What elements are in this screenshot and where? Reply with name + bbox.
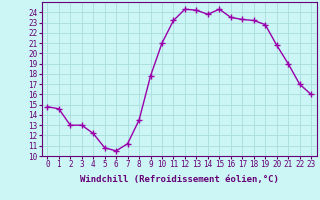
X-axis label: Windchill (Refroidissement éolien,°C): Windchill (Refroidissement éolien,°C) <box>80 175 279 184</box>
